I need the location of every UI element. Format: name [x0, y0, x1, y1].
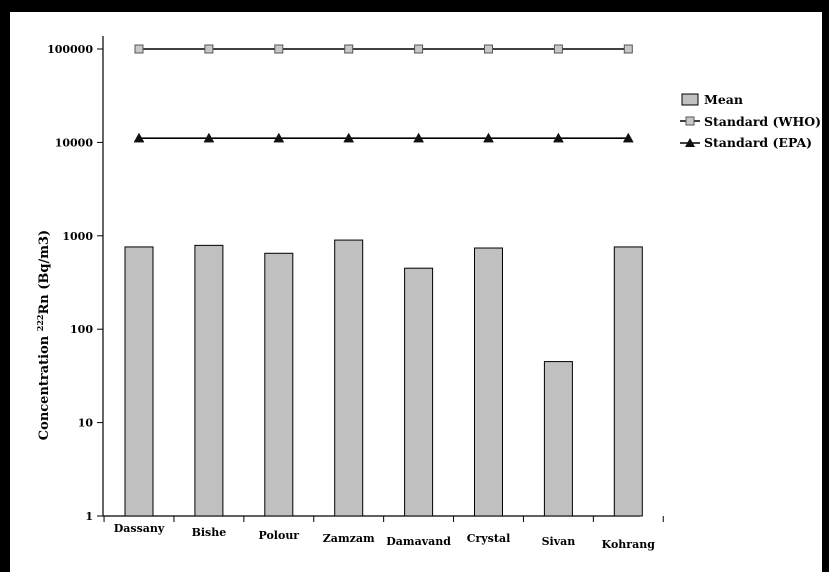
legend-swatch-who-marker	[685, 116, 695, 126]
legend-label-who: Standard (WHO)	[704, 114, 821, 129]
x-tick-label: Polour	[258, 529, 299, 542]
legend-label-mean: Mean	[704, 92, 743, 107]
point-epa	[483, 132, 494, 143]
legend-label-epa: Standard (EPA)	[704, 135, 812, 150]
y-tick-label: 1000	[62, 230, 93, 243]
bar-crystal	[474, 247, 503, 517]
y-tick-label: 100	[70, 323, 93, 336]
bar-zamzam	[334, 239, 364, 517]
point-who	[274, 44, 284, 54]
point-epa	[622, 132, 634, 143]
x-tick-label: Crystal	[467, 532, 511, 545]
point-epa	[133, 132, 145, 143]
point-epa	[203, 132, 215, 143]
x-tick-label: Dassany	[114, 522, 165, 535]
x-tick-label: Damavand	[386, 535, 451, 548]
legend-swatch-epa-marker	[685, 138, 695, 147]
point-who	[344, 44, 354, 54]
x-tick-label: Kohrang	[602, 538, 656, 551]
plot-area: 1 10 100 1000 10000 100000 Dassany Bishe Polour Z…	[47, 36, 664, 551]
point-epa	[273, 132, 285, 143]
legend-swatch-mean	[681, 93, 699, 106]
bar-damavand	[404, 267, 434, 517]
y-tick-label: 10	[78, 417, 94, 430]
x-tick-label: Zamzam	[323, 532, 375, 545]
y-tick-label: 100000	[47, 43, 93, 56]
point-who	[553, 44, 563, 54]
point-who	[204, 44, 214, 54]
x-tick-label: Bishe	[192, 526, 227, 539]
bar-polour	[264, 252, 294, 517]
point-who	[134, 44, 144, 54]
point-epa	[343, 132, 355, 143]
bar-kohrang	[613, 246, 643, 517]
bar-bishe	[194, 244, 224, 517]
y-tick-label: 1	[85, 510, 93, 523]
point-who	[414, 44, 424, 54]
y-tick-label: 10000	[55, 136, 94, 149]
point-who	[623, 44, 633, 54]
point-epa	[413, 132, 425, 143]
legend: Mean Standard (WHO) Standard (EPA)	[680, 92, 821, 150]
point-epa	[552, 132, 564, 143]
bar-sivan	[543, 361, 573, 517]
bar-dassany	[124, 246, 154, 517]
y-axis-label: Concentration 222Rn (Bq/m3)	[35, 230, 52, 440]
point-who	[484, 44, 493, 54]
x-tick-label: Sivan	[542, 535, 576, 548]
